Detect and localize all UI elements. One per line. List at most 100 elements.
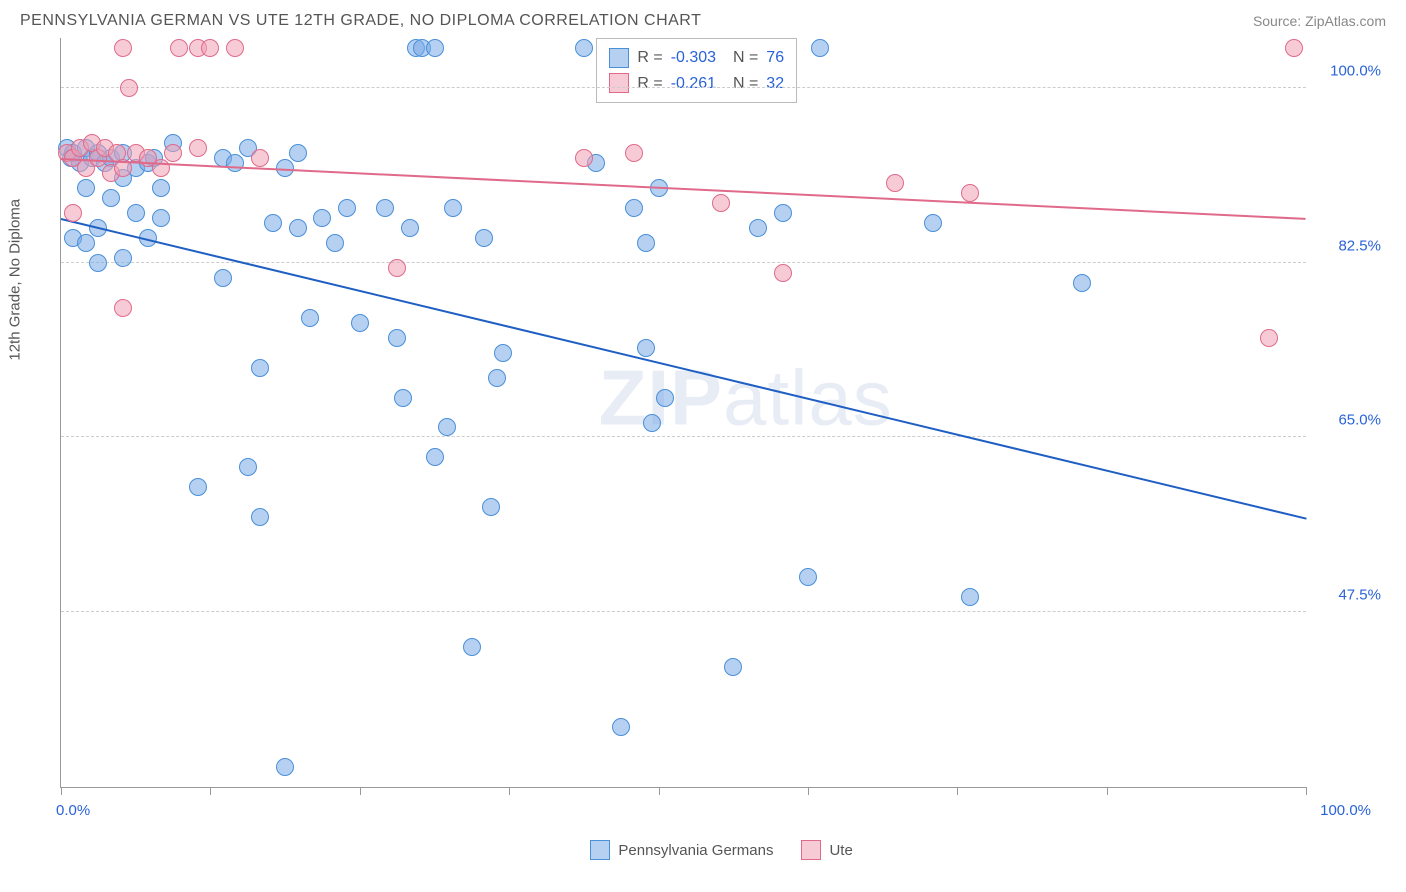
r-value: -0.261: [671, 71, 716, 97]
legend-label: Pennsylvania Germans: [618, 842, 773, 859]
watermark: ZIPatlas: [599, 352, 893, 443]
scatter-point: [226, 154, 244, 172]
scatter-point: [152, 179, 170, 197]
chart-container: 12th Grade, No Diploma ZIPatlas R = -0.3…: [60, 38, 1386, 828]
scatter-point: [239, 458, 257, 476]
y-tick-label: 82.5%: [1338, 237, 1381, 254]
scatter-point: [394, 389, 412, 407]
y-tick-label: 47.5%: [1338, 587, 1381, 604]
correlation-row: R = -0.303 N = 76: [609, 45, 784, 71]
scatter-point: [1073, 274, 1091, 292]
scatter-point: [886, 174, 904, 192]
x-tick: [509, 787, 510, 795]
scatter-point: [114, 249, 132, 267]
gridline: [61, 436, 1306, 437]
scatter-point: [120, 79, 138, 97]
scatter-point: [811, 39, 829, 57]
scatter-point: [637, 234, 655, 252]
x-tick: [210, 787, 211, 795]
scatter-point: [643, 414, 661, 432]
scatter-point: [301, 309, 319, 327]
scatter-point: [164, 144, 182, 162]
scatter-point: [961, 184, 979, 202]
legend-item: Pennsylvania Germans: [590, 840, 773, 860]
x-max-label: 100.0%: [1320, 802, 1371, 819]
scatter-point: [401, 219, 419, 237]
scatter-point: [170, 39, 188, 57]
gridline: [61, 87, 1306, 88]
scatter-point: [712, 194, 730, 212]
scatter-point: [251, 359, 269, 377]
scatter-point: [463, 638, 481, 656]
scatter-point: [426, 39, 444, 57]
scatter-point: [488, 369, 506, 387]
x-min-label: 0.0%: [56, 802, 90, 819]
n-value: 32: [766, 71, 784, 97]
scatter-point: [226, 39, 244, 57]
scatter-point: [494, 344, 512, 362]
scatter-point: [376, 199, 394, 217]
scatter-point: [444, 199, 462, 217]
legend-swatch: [590, 840, 610, 860]
scatter-point: [89, 254, 107, 272]
scatter-point: [1260, 329, 1278, 347]
chart-header: PENNSYLVANIA GERMAN VS UTE 12TH GRADE, N…: [0, 0, 1406, 38]
r-label: R =: [637, 71, 662, 97]
scatter-point: [114, 299, 132, 317]
scatter-point: [326, 234, 344, 252]
correlation-legend: R = -0.303 N = 76R = -0.261 N = 32: [596, 38, 797, 103]
scatter-point: [189, 478, 207, 496]
scatter-point: [351, 314, 369, 332]
scatter-point: [656, 389, 674, 407]
scatter-point: [575, 39, 593, 57]
scatter-point: [152, 209, 170, 227]
x-tick: [957, 787, 958, 795]
scatter-point: [774, 204, 792, 222]
correlation-row: R = -0.261 N = 32: [609, 71, 784, 97]
trendline: [61, 158, 1306, 220]
n-label: N =: [724, 71, 758, 97]
scatter-point: [77, 179, 95, 197]
scatter-point: [774, 264, 792, 282]
n-value: 76: [766, 45, 784, 71]
scatter-point: [201, 39, 219, 57]
scatter-point: [251, 508, 269, 526]
plot-area: ZIPatlas R = -0.303 N = 76R = -0.261 N =…: [60, 38, 1306, 788]
scatter-point: [1285, 39, 1303, 57]
scatter-point: [625, 144, 643, 162]
scatter-point: [264, 214, 282, 232]
scatter-point: [189, 139, 207, 157]
scatter-point: [637, 339, 655, 357]
scatter-point: [214, 269, 232, 287]
x-tick: [1306, 787, 1307, 795]
legend-label: Ute: [829, 842, 852, 859]
x-tick: [1107, 787, 1108, 795]
x-tick: [61, 787, 62, 795]
scatter-point: [575, 149, 593, 167]
scatter-point: [426, 448, 444, 466]
scatter-point: [114, 39, 132, 57]
chart-title: PENNSYLVANIA GERMAN VS UTE 12TH GRADE, N…: [20, 12, 701, 30]
r-label: R =: [637, 45, 662, 71]
y-tick-label: 100.0%: [1330, 62, 1381, 79]
scatter-point: [961, 588, 979, 606]
scatter-point: [612, 718, 630, 736]
scatter-point: [102, 189, 120, 207]
chart-source: Source: ZipAtlas.com: [1253, 13, 1386, 29]
scatter-point: [251, 149, 269, 167]
series-legend: Pennsylvania Germans Ute: [590, 840, 852, 860]
n-label: N =: [724, 45, 758, 71]
scatter-point: [482, 498, 500, 516]
scatter-point: [338, 199, 356, 217]
gridline: [61, 611, 1306, 612]
legend-swatch: [609, 48, 629, 68]
scatter-point: [799, 568, 817, 586]
scatter-point: [388, 329, 406, 347]
scatter-point: [749, 219, 767, 237]
scatter-point: [276, 758, 294, 776]
x-tick: [659, 787, 660, 795]
x-tick: [360, 787, 361, 795]
scatter-point: [289, 219, 307, 237]
scatter-point: [724, 658, 742, 676]
scatter-point: [924, 214, 942, 232]
